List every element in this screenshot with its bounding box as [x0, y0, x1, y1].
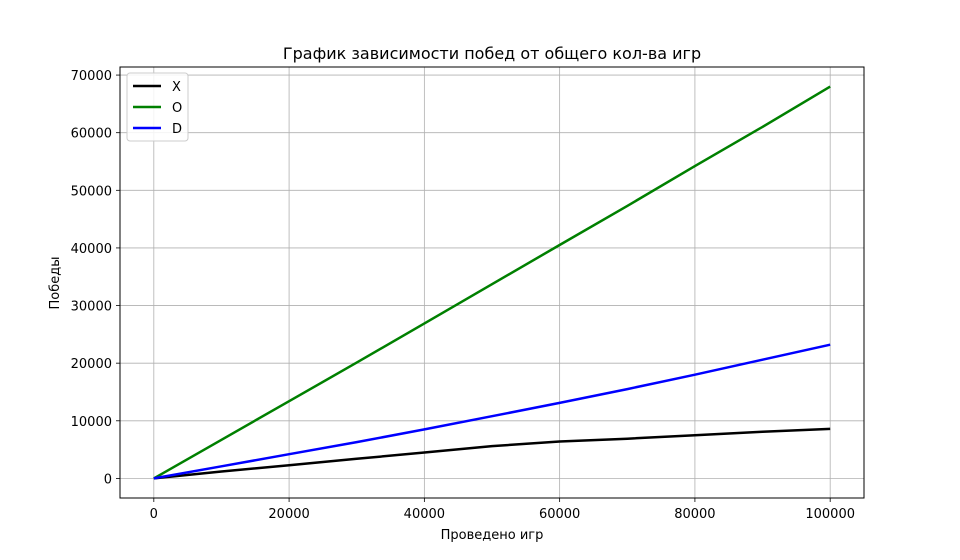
x-tick-label: 40000: [404, 507, 445, 522]
y-tick-label: 60000: [71, 127, 112, 142]
chart-title: График зависимости побед от общего кол-в…: [283, 44, 701, 63]
plot-frame: [119, 66, 865, 499]
grid: [120, 67, 864, 498]
legend-label: X: [172, 80, 181, 95]
y-tick-label: 20000: [71, 357, 112, 372]
x-tick-label: 0: [150, 507, 158, 522]
legend: XOD: [126, 72, 189, 142]
y-axis-label: Победы: [48, 257, 63, 310]
legend-label: D: [172, 122, 182, 137]
series-line-x: [153, 427, 831, 480]
y-tick-label: 0: [104, 472, 112, 487]
x-axis-label: Проведено игр: [441, 528, 544, 543]
series-line-d: [153, 343, 831, 480]
y-tick-label: 70000: [71, 69, 112, 84]
ticks: 0 20000 40000 60000 80000 100000 0 10000 20000 30…: [71, 69, 855, 522]
x-tick-label: 60000: [539, 507, 580, 522]
y-tick-label: 40000: [71, 242, 112, 257]
series-line-o: [153, 85, 831, 480]
y-tick-label: 10000: [71, 415, 112, 430]
y-tick-label: 30000: [71, 300, 112, 315]
x-tick-label: 80000: [674, 507, 715, 522]
legend-label: O: [172, 101, 182, 116]
x-tick-label: 100000: [805, 507, 855, 522]
x-tick-label: 20000: [268, 507, 309, 522]
y-tick-label: 50000: [71, 184, 112, 199]
series-lines: [153, 85, 831, 480]
